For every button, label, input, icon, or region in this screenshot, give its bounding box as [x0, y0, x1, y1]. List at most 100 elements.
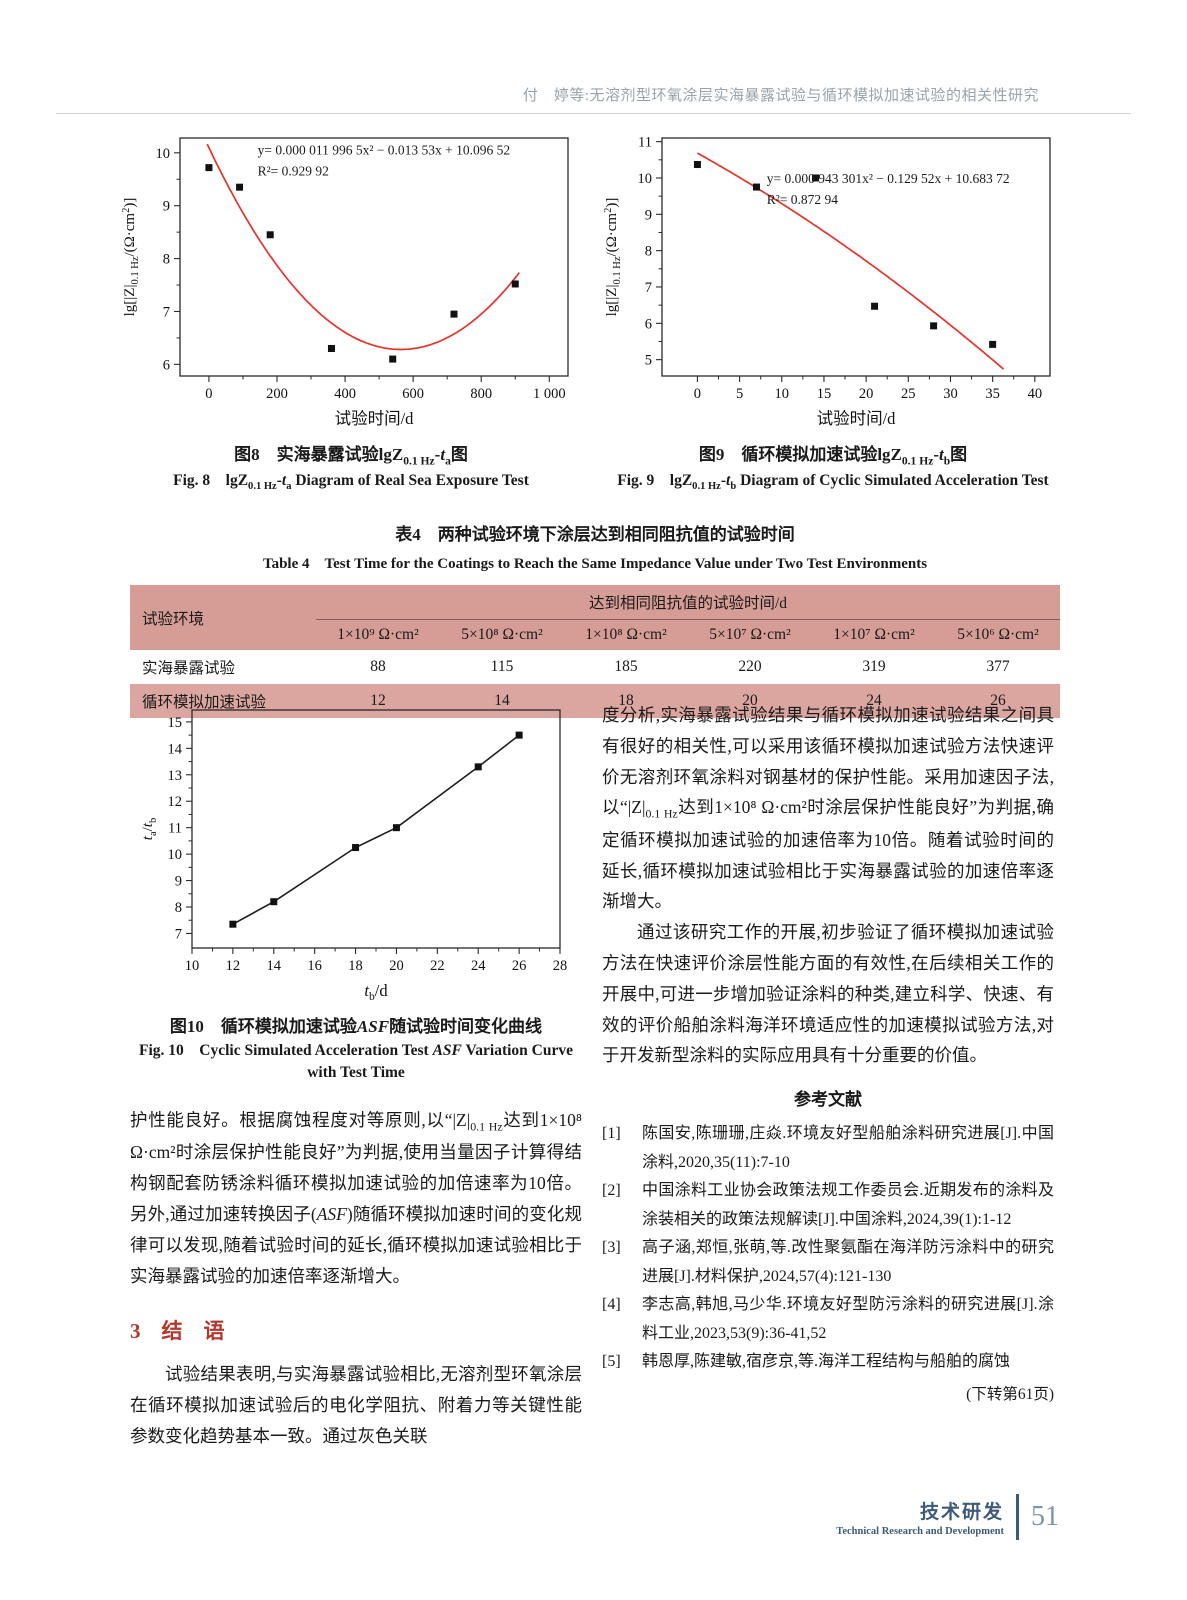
reference-item: [4] 李志高,韩旭,马少华.环境友好型防污涂料的研究进展[J].涂料工业,20…: [602, 1291, 1054, 1348]
svg-text:8: 8: [175, 900, 182, 916]
svg-text:14: 14: [168, 741, 183, 757]
table-4-section: 表4 两种试验环境下涂层达到相同阻抗值的试验时间 Table 4 Test Ti…: [130, 520, 1060, 718]
svg-text:8: 8: [645, 244, 652, 260]
svg-text:10: 10: [185, 958, 200, 974]
svg-text:35: 35: [985, 386, 1000, 402]
body-paragraph: 护性能良好。根据腐蚀程度对等原则,以“|Z|0.1 Hz达到1×10⁸ Ω·cm…: [130, 1109, 583, 1286]
svg-text:7: 7: [163, 304, 170, 320]
svg-text:12: 12: [226, 958, 241, 974]
svg-text:9: 9: [645, 207, 652, 223]
fig10-chart: 10 12 14 16 18 20 22 24 26 28 7 8 9 10 11 12 13 14 15 tb/d t…: [130, 698, 582, 1006]
svg-text:13: 13: [168, 768, 183, 784]
table-header-level-4: 5×10⁷ Ω·cm²: [688, 619, 812, 650]
reference-text: 韩恩厚,陈建敏,宿彦京,等.海洋工程结构与船舶的腐蚀: [642, 1352, 1011, 1370]
reference-item: [3] 高子涵,郑恒,张萌,等.改性聚氨酯在海洋防污涂料中的研究进展[J].材料…: [602, 1234, 1054, 1291]
svg-text:40: 40: [1028, 386, 1043, 402]
reference-number: [2]: [602, 1182, 621, 1200]
table-row: 循环模拟加速试验 12 14 18 20 24 26: [130, 684, 1060, 718]
reference-number: [5]: [602, 1352, 621, 1370]
fig8-caption-en: Fig. 8 lgZ0.1 Hz-ta Diagram of Real Sea …: [173, 472, 529, 493]
right-column: 度分析,实海暴露试验结果与循环模拟加速试验结果之间具有很好的相关性,可以采用该循…: [602, 700, 1054, 1404]
svg-text:0: 0: [205, 386, 212, 402]
svg-text:10: 10: [168, 847, 183, 863]
svg-text:10: 10: [638, 171, 653, 187]
table-cell: 24: [866, 692, 882, 709]
table-cell: 115: [490, 658, 514, 675]
running-head: 付 婷等:无溶剂型环氧涂层实海暴露试验与循环模拟加速试验的相关性研究: [522, 88, 1039, 104]
table-cell: 14: [494, 692, 510, 709]
svg-text:lg[|Z|0.1 Hz/(Ω·cm2)]: lg[|Z|0.1 Hz/(Ω·cm2)]: [603, 198, 623, 317]
svg-text:lg[|Z|0.1 Hz/(Ω·cm2)]: lg[|Z|0.1 Hz/(Ω·cm2)]: [121, 198, 141, 317]
svg-text:12: 12: [168, 794, 183, 810]
svg-text:5: 5: [736, 386, 743, 402]
table-header-level-1: 1×10⁹ Ω·cm²: [316, 619, 440, 650]
footer-section-labels: 技术研发 Technical Research and Development: [836, 1497, 1004, 1537]
table-cell: 20: [742, 692, 758, 709]
svg-text:9: 9: [163, 199, 170, 215]
table-title-cn: 表4 两种试验环境下涂层达到相同阻抗值的试验时间: [395, 525, 795, 544]
reference-text: 陈国安,陈珊珊,庄焱.环境友好型船舶涂料研究进展[J].中国涂料,2020,35…: [642, 1125, 1054, 1171]
fig8-chart: 0 200 400 600 800 1 000 6 7 8 9 10 试验时间/d lg[|Z|0.1 …: [118, 126, 584, 434]
svg-text:400: 400: [334, 386, 356, 402]
svg-text:26: 26: [512, 958, 526, 974]
svg-text:9: 9: [175, 874, 182, 890]
table-cell: 220: [738, 658, 762, 675]
svg-text:ta/tb: ta/tb: [140, 818, 159, 840]
table-title-en: Table 4 Test Time for the Coatings to Re…: [262, 556, 928, 572]
left-column: 10 12 14 16 18 20 22 24 26 28 7 8 9 10 11 12 13 14 15 tb/d t…: [130, 698, 582, 1452]
reference-text: 中国涂料工业协会政策法规工作委员会.近期发布的涂料及涂装相关的政策法规解读[J]…: [642, 1182, 1054, 1228]
fig9-caption-cn: 图9 循环模拟加速试验lgZ0.1 Hz-tb图: [698, 445, 968, 468]
svg-text:22: 22: [430, 958, 445, 974]
reference-number: [3]: [602, 1239, 621, 1257]
fig10-caption-cn: 图10 循环模拟加速试验ASF随试验时间变化曲线: [169, 1017, 543, 1036]
reference-item: [1] 陈国安,陈珊珊,庄焱.环境友好型船舶涂料研究进展[J].中国涂料,202…: [602, 1120, 1054, 1177]
body-paragraph: 通过该研究工作的开展,初步验证了循环模拟加速试验方法在快速评价涂层性能方面的有效…: [602, 922, 1054, 1066]
figures-row: 0 200 400 600 800 1 000 6 7 8 9 10 试验时间/d lg[|Z|0.1 …: [118, 126, 1078, 495]
svg-text:7: 7: [645, 280, 652, 296]
svg-text:20: 20: [389, 958, 404, 974]
svg-text:15: 15: [168, 715, 183, 731]
svg-text:0: 0: [694, 386, 701, 402]
footer-divider: [1016, 1494, 1019, 1540]
svg-text:11: 11: [168, 821, 182, 837]
svg-text:28: 28: [553, 958, 568, 974]
table-cell-env: 实海暴露试验: [142, 660, 236, 677]
svg-text:14: 14: [267, 958, 282, 974]
svg-text:24: 24: [471, 958, 486, 974]
table-header-level-6: 5×10⁶ Ω·cm²: [936, 619, 1060, 650]
body-paragraph: 试验结果表明,与实海暴露试验相比,无溶剂型环氧涂层在循环模拟加速试验后的电化学阻…: [130, 1364, 582, 1446]
table-cell: 12: [370, 692, 386, 709]
reference-text: 李志高,韩旭,马少华.环境友好型防污涂料的研究进展[J].涂料工业,2023,5…: [642, 1296, 1054, 1342]
svg-text:20: 20: [859, 386, 874, 402]
svg-text:tb/d: tb/d: [364, 981, 388, 1003]
table-header-level-2: 5×10⁸ Ω·cm²: [440, 619, 564, 650]
svg-text:5: 5: [645, 353, 652, 369]
svg-text:18: 18: [348, 958, 363, 974]
svg-text:11: 11: [638, 135, 652, 151]
fig8-caption-cn: 图8 实海暴露试验lgZ0.1 Hz-ta图: [234, 445, 468, 468]
fig9-caption-en: Fig. 9 lgZ0.1 Hz-tb Diagram of Cyclic Si…: [617, 472, 1049, 493]
svg-text:25: 25: [901, 386, 916, 402]
figure-8: 0 200 400 600 800 1 000 6 7 8 9 10 试验时间/d lg[|Z|0.1 …: [118, 126, 584, 495]
table-header-env: 试验环境: [130, 585, 316, 650]
svg-text:试验时间/d: 试验时间/d: [817, 409, 897, 428]
svg-text:30: 30: [943, 386, 958, 402]
section-heading-conclusion: 3 结 语: [130, 1319, 225, 1344]
page-number: 51: [1031, 1501, 1059, 1532]
svg-text:10: 10: [156, 146, 171, 162]
reference-item: [5] 韩恩厚,陈建敏,宿彦京,等.海洋工程结构与船舶的腐蚀: [602, 1348, 1054, 1376]
svg-text:y= 0.000 943 301x² − 0.129 52x: y= 0.000 943 301x² − 0.129 52x + 10.683 …: [767, 171, 1010, 186]
svg-text:y= 0.000 011 996 5x² − 0.013 5: y= 0.000 011 996 5x² − 0.013 53x + 10.09…: [258, 143, 511, 158]
svg-text:600: 600: [402, 386, 424, 402]
svg-text:R²= 0.929 92: R²= 0.929 92: [258, 164, 329, 179]
svg-text:10: 10: [775, 386, 790, 402]
table-cell-env: 循环模拟加速试验: [142, 694, 267, 711]
svg-text:R²= 0.872 94: R²= 0.872 94: [767, 192, 839, 207]
table-row: 实海暴露试验 88 115 185 220 319 377: [130, 650, 1060, 684]
reference-item: [2] 中国涂料工业协会政策法规工作委员会.近期发布的涂料及涂装相关的政策法规解…: [602, 1177, 1054, 1234]
svg-text:6: 6: [645, 316, 652, 332]
fig9-chart: 0 5 10 15 20 25 30 35 40 5 6 7 8 9 10 11 试验时间/d lg[|Z|0.1…: [600, 126, 1066, 434]
svg-text:7: 7: [175, 926, 182, 942]
table-cell: 88: [370, 658, 386, 675]
